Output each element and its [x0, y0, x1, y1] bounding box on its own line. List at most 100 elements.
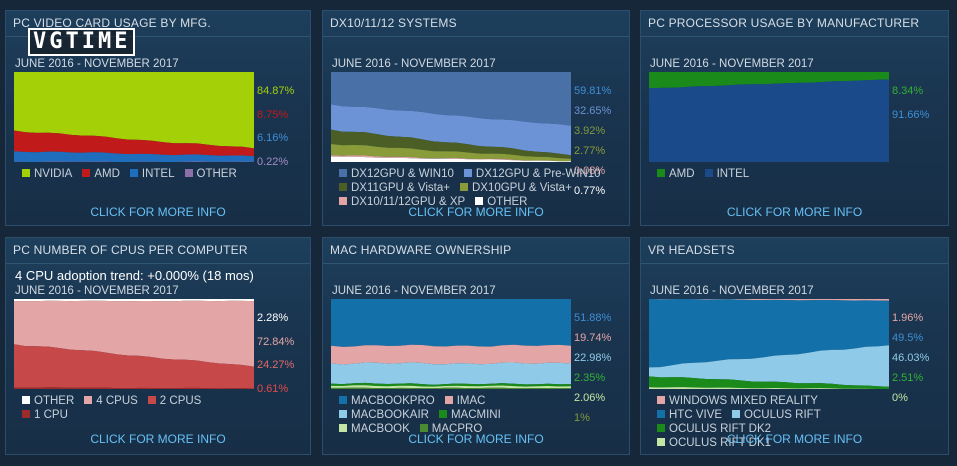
legend-item: MACPRO [419, 422, 483, 436]
legend-label: OCULUS RIFT [744, 409, 821, 421]
legend-item: WINDOWS MIXED REALITY [657, 394, 818, 408]
legend-swatch [339, 197, 347, 205]
percentage-label: 2.77% [574, 145, 606, 157]
more-info-link[interactable]: CLICK FOR MORE INFO [90, 432, 226, 446]
series-area-dx10gpu-vista- [331, 144, 571, 162]
series-area-htc-vive [649, 299, 889, 368]
panel-title: MAC HARDWARE OWNERSHIP [330, 243, 512, 257]
legend-item: OTHER [184, 167, 237, 181]
chart-legend: OTHER 4 CPUS 2 CPUS 1 CPU [22, 394, 211, 422]
legend-label: MACPRO [431, 423, 483, 435]
title-divider [6, 263, 310, 264]
legend-label: NVIDIA [34, 168, 73, 180]
legend-swatch [339, 424, 347, 432]
legend-item: INTEL [129, 167, 175, 181]
area-chart [14, 299, 254, 389]
series-area-imac [331, 344, 571, 365]
percentage-label: 0.61% [257, 382, 289, 395]
legend-swatch [339, 169, 347, 177]
series-area-dx12gpu-win10 [331, 72, 571, 126]
legend-swatch [22, 410, 30, 418]
legend-label: DX10/11/12GPU & XP [351, 196, 466, 208]
legend-label: OCULUS RIFT DK1 [669, 437, 772, 449]
legend-label: AMD [669, 168, 695, 180]
adoption-trend: 4 CPU adoption trend: +0.000% (18 mos) [15, 268, 254, 283]
legend-swatch [459, 183, 468, 191]
panel-title: DX10/11/12 SYSTEMS [330, 16, 457, 30]
percentage-label: 0.77% [574, 185, 606, 197]
percentage-label: 2.28% [257, 312, 289, 324]
panel-vr-headsets[interactable]: VR HEADSETS JUNE 2016 - NOVEMBER 2017 1.96… [640, 237, 949, 455]
date-range: JUNE 2016 - NOVEMBER 2017 [332, 285, 496, 297]
percentage-label: 1.96% [892, 312, 924, 324]
more-info-link[interactable]: CLICK FOR MORE INFO [726, 432, 863, 446]
panel-pc-video-card-usage-by-mfg[interactable]: PC VIDEO CARD USAGE BY MFG. JUNE 2016 - N… [5, 10, 311, 226]
series-area-intel [14, 151, 254, 162]
title-divider [6, 36, 310, 37]
panel-mac-hardware-ownership[interactable]: MAC HARDWARE OWNERSHIP JUNE 2016 - NOVEMB… [322, 237, 630, 455]
legend-label: 4 CPUS [96, 395, 138, 407]
percentage-label: 6.16% [257, 132, 289, 144]
date-range: JUNE 2016 - NOVEMBER 2017 [650, 285, 814, 297]
panel-dx10-11-12-systems[interactable]: DX10/11/12 SYSTEMS JUNE 2016 - NOVEMBER 2… [322, 10, 630, 226]
percentage-label: 0.08% [574, 165, 606, 177]
series-area-other [14, 161, 254, 162]
chart-legend: DX12GPU & WIN10 DX12GPU & Pre-WIN10 DX11GP… [339, 167, 611, 209]
legend-label: OTHER [487, 196, 528, 208]
legend-label: HTC VIVE [669, 409, 723, 421]
legend-item: MACBOOK [339, 422, 410, 436]
legend-item: 4 CPUS [84, 394, 138, 408]
legend-swatch [657, 424, 665, 432]
legend-item: 2 CPUS [147, 394, 201, 408]
series-area-amd [649, 72, 889, 89]
percentage-label: 2.51% [892, 372, 924, 384]
percentage-label: 91.66% [892, 108, 930, 121]
area-chart [14, 72, 254, 162]
legend-swatch [444, 396, 453, 404]
series-area-oculus-rift [649, 345, 889, 387]
legend-label: DX12GPU & WIN10 [351, 168, 454, 180]
date-range: JUNE 2016 - NOVEMBER 2017 [332, 58, 496, 70]
more-info-link[interactable]: CLICK FOR MORE INFO [408, 432, 544, 446]
more-info-link[interactable]: CLICK FOR MORE INFO [408, 205, 544, 219]
date-range: JUNE 2016 - NOVEMBER 2017 [650, 58, 814, 70]
legend-swatch [147, 396, 156, 404]
legend-item: MACBOOKPRO [339, 394, 435, 408]
legend-swatch [438, 410, 447, 418]
legend-label: MACBOOK [351, 423, 410, 435]
legend-item: DX10/11/12GPU & XP [339, 195, 465, 209]
legend-item: INTEL [704, 167, 750, 181]
more-info-link[interactable]: CLICK FOR MORE INFO [90, 205, 226, 219]
percentage-label: 49.5% [892, 332, 924, 344]
series-area-dx10-11-12gpu-xp [331, 155, 571, 162]
legend-label: IMAC [456, 395, 486, 407]
legend-item: DX12GPU & WIN10 [339, 167, 454, 181]
legend-item: OTHER [475, 195, 527, 209]
panel-pc-number-of-cpus-per-computer[interactable]: PC NUMBER OF CPUS PER COMPUTER 4 CPU adop… [5, 237, 311, 455]
series-area-windows-mixed-reality [649, 299, 889, 301]
legend-swatch [657, 438, 665, 446]
legend-label: OTHER [34, 395, 75, 407]
panel-title: PC VIDEO CARD USAGE BY MFG. [13, 16, 211, 30]
legend-swatch [339, 183, 347, 191]
legend-label: INTEL [716, 168, 750, 180]
series-area-oculus-rift-dk1 [649, 387, 889, 389]
panel-pc-processor-usage-by-manufacturer[interactable]: PC PROCESSOR USAGE BY MANUFACTURER JUNE 2… [640, 10, 949, 226]
percentage-label: 8.34% [892, 85, 924, 97]
vgtime-watermark-logo: VGTIME [28, 28, 136, 56]
chart-legend: MACBOOKPRO IMAC MACBOOKAIR MACMINI MACBOOK MA… [339, 394, 511, 436]
legend-swatch [22, 169, 30, 177]
date-range: JUNE 2016 - NOVEMBER 2017 [15, 58, 179, 70]
more-info-link[interactable]: CLICK FOR MORE INFO [726, 205, 863, 219]
legend-swatch [475, 197, 484, 205]
series-area-2-cpus [14, 344, 254, 389]
series-area-dx12gpu-pre-win10 [331, 104, 571, 156]
percentage-label: 1% [574, 412, 590, 424]
percentage-label: 24.27% [257, 359, 295, 371]
legend-item: OCULUS RIFT [732, 408, 821, 422]
series-area-macbookair [331, 362, 571, 385]
legend-label: INTEL [141, 168, 175, 180]
legend-item: IMAC [444, 394, 486, 408]
legend-label: OCULUS RIFT DK2 [669, 423, 772, 435]
legend-swatch [82, 169, 91, 177]
